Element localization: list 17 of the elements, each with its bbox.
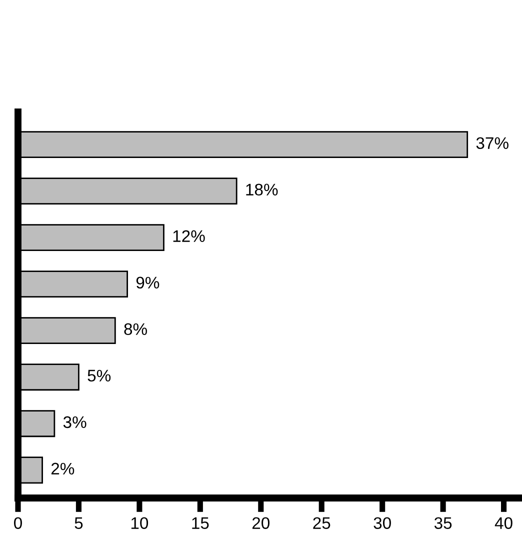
x-tick-label: 5 — [74, 517, 83, 529]
x-tick-label: 0 — [14, 517, 22, 529]
x-tick-label: 20 — [252, 517, 270, 529]
data-label: 3% — [63, 416, 86, 428]
x-tick-label: 30 — [374, 517, 391, 529]
x-tick-label: 35 — [434, 517, 452, 529]
x-tick-label: 15 — [192, 517, 209, 529]
data-label: 37% — [476, 137, 508, 150]
data-label: 12% — [173, 230, 205, 242]
data-label: 8% — [124, 323, 147, 336]
x-tick-label: 25 — [313, 517, 330, 529]
data-label: 9% — [136, 276, 160, 289]
data-label: 5% — [88, 370, 111, 382]
data-label: 18% — [246, 184, 278, 196]
x-tick-label: 40 — [494, 517, 512, 529]
data-label: 2% — [51, 462, 74, 475]
x-tick-label: 10 — [131, 517, 148, 529]
